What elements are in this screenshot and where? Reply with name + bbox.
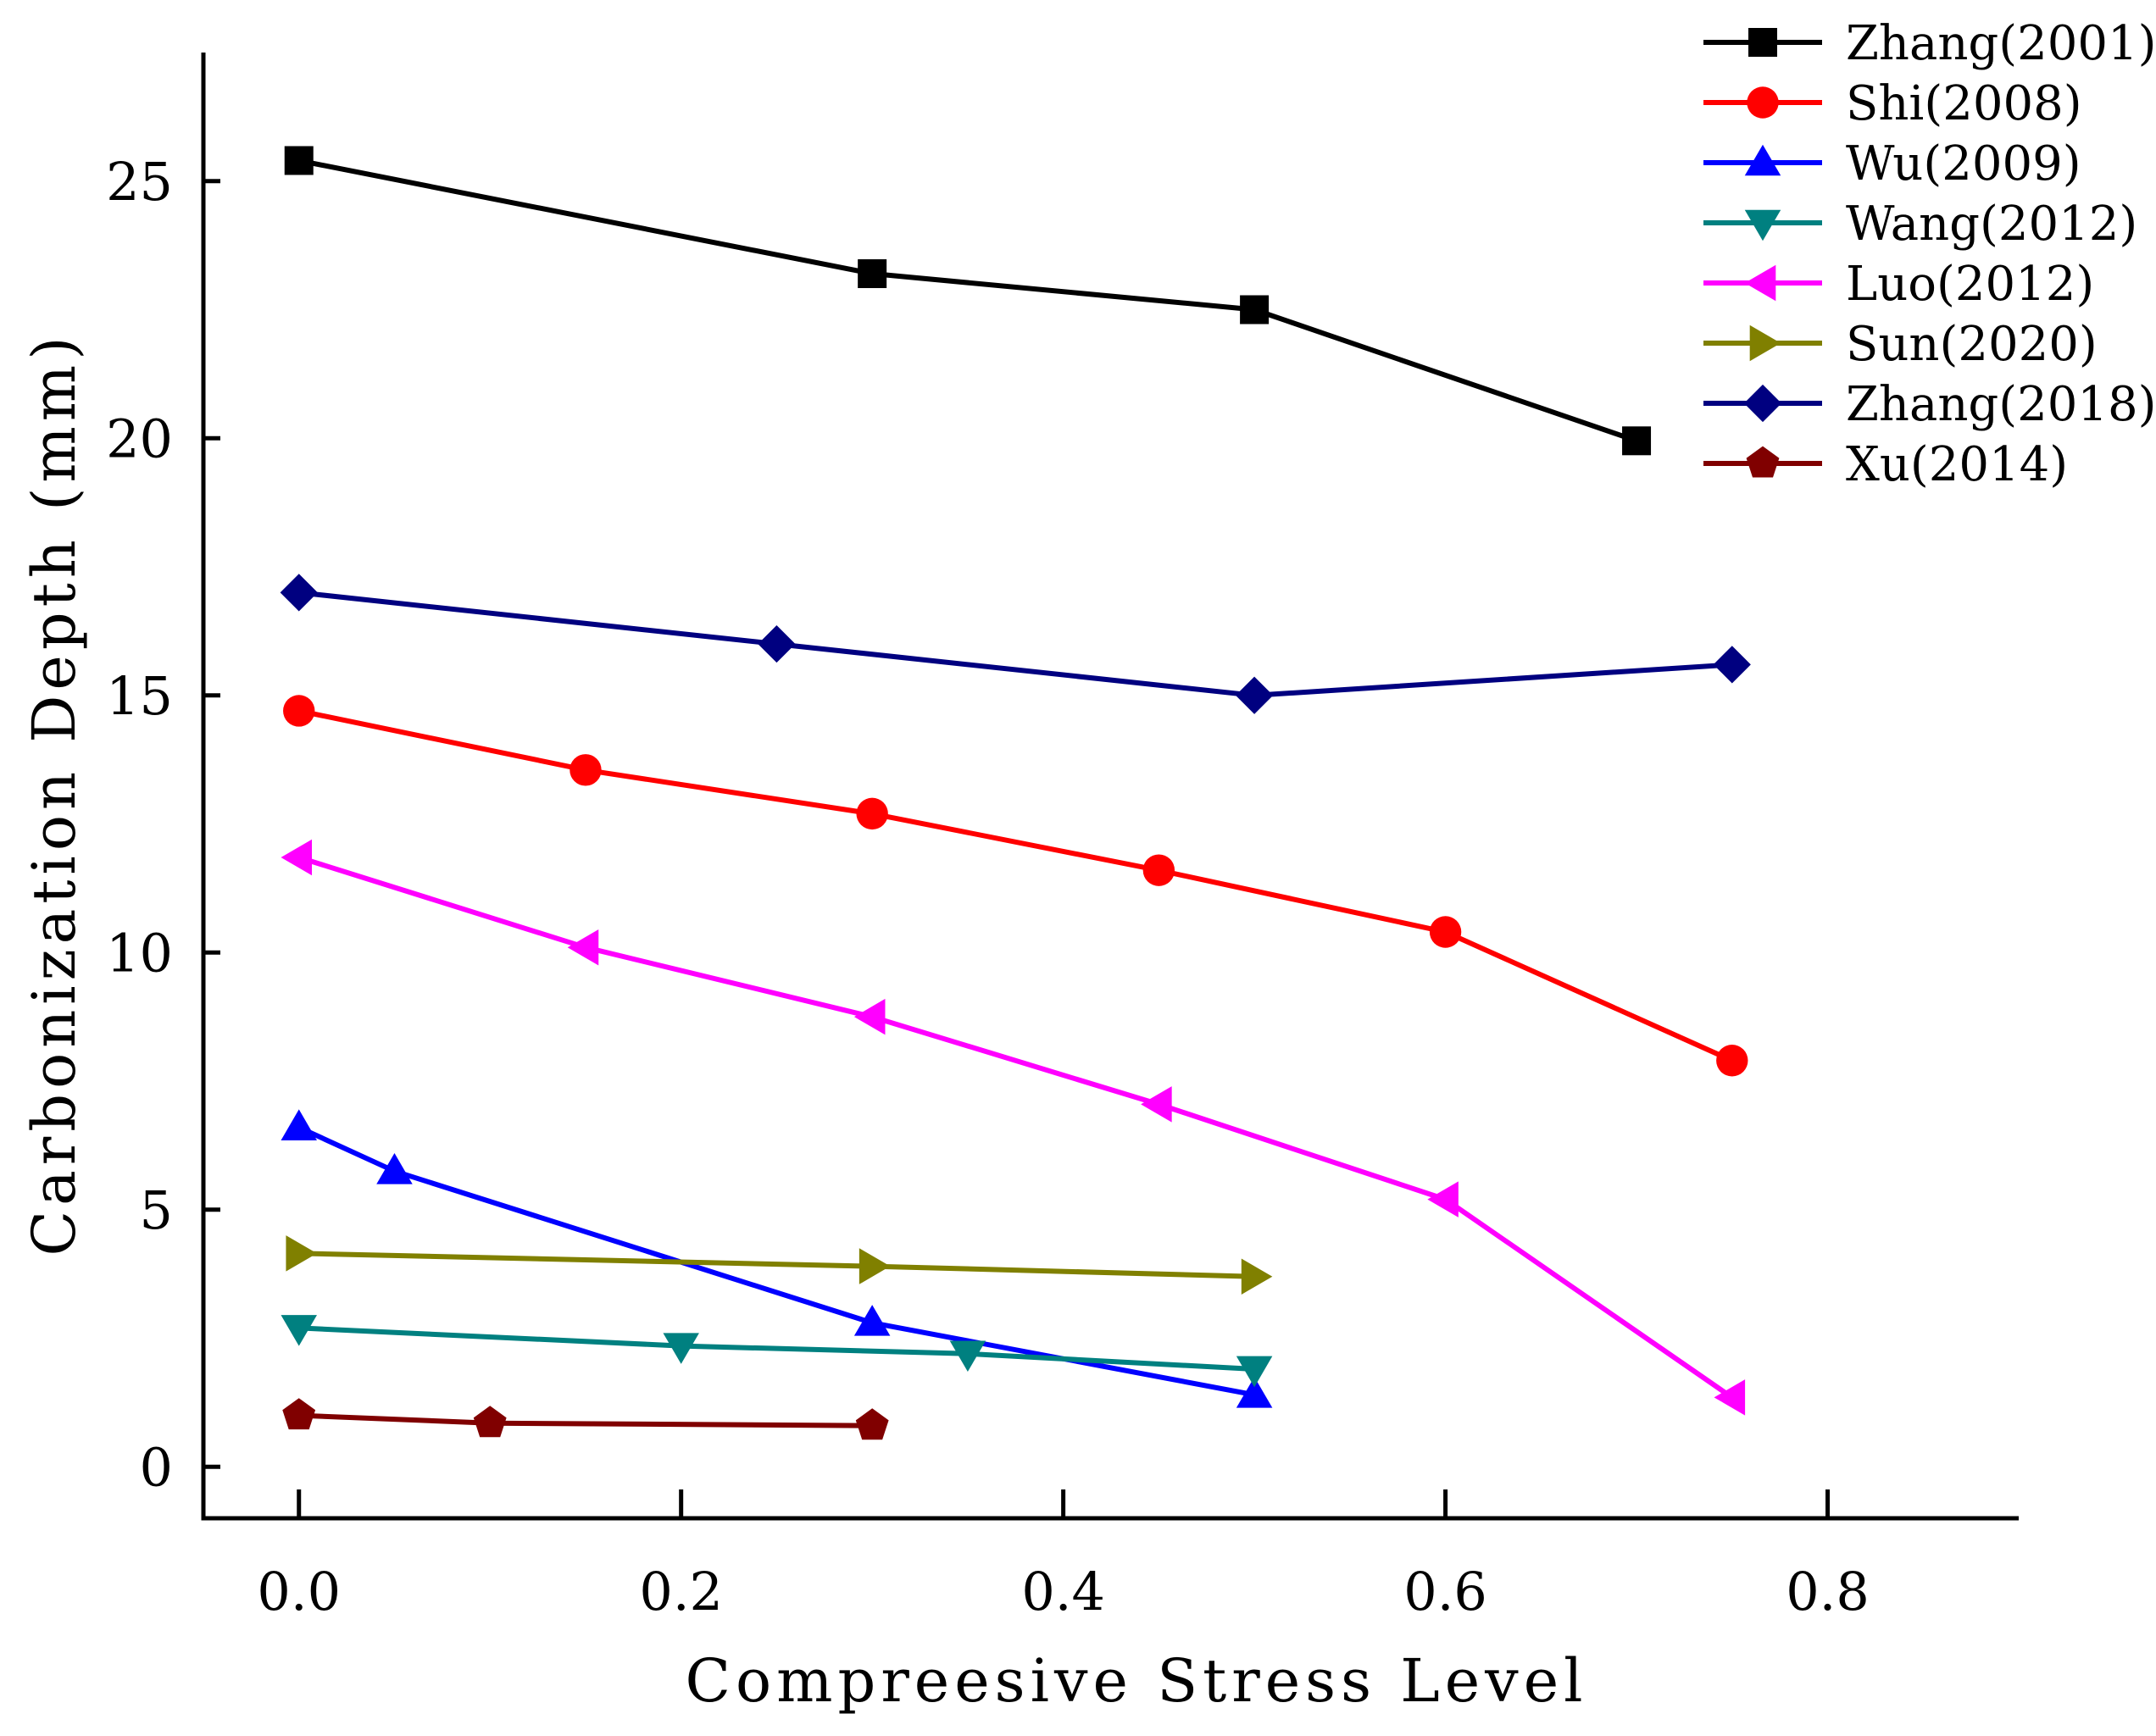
marker-triangle-left: [1427, 1181, 1459, 1217]
series-line: [298, 708, 1734, 1063]
legend-item: Sun(2020): [1703, 317, 2098, 372]
series-line: [298, 1325, 1255, 1372]
series-luo-2012: [281, 839, 1746, 1416]
legend-item: Zhang(2001): [1703, 16, 2156, 71]
marker-triangle-left: [281, 839, 313, 876]
series-wang-2012: [281, 1315, 1273, 1388]
series-line: [298, 590, 1732, 698]
marker-square: [284, 146, 314, 175]
y-tick-label: 20: [106, 408, 173, 469]
axes-layer: 0.0 0.2 0.4 0.6 0.8 0 5 10 15 20 25: [106, 53, 2019, 1622]
y-tick-label: 25: [106, 151, 173, 213]
series-shi-2008: [283, 695, 1748, 1077]
legend-item: Xu(2014): [1703, 437, 2068, 492]
marker-triangle-down: [949, 1340, 986, 1373]
marker-circle: [1747, 86, 1779, 119]
series-line: [298, 1251, 1255, 1279]
marker-square: [1748, 28, 1777, 57]
marker-circle: [856, 797, 888, 830]
legend-label: Wu(2009): [1846, 136, 2081, 191]
marker-pentagon: [855, 1408, 889, 1440]
marker-triangle-up: [1744, 144, 1781, 176]
y-tick-label: 10: [106, 922, 173, 984]
marker-triangle-left: [1714, 1379, 1746, 1416]
legend-label: Sun(2020): [1846, 317, 2098, 372]
marker-pentagon: [1746, 446, 1780, 478]
marker-triangle-down: [1236, 1356, 1273, 1388]
series-line: [298, 1412, 873, 1428]
marker-triangle-right: [286, 1235, 317, 1272]
x-tick-label: 0.4: [1021, 1561, 1105, 1622]
x-tick-label: 0.6: [1403, 1561, 1487, 1622]
marker-square: [1622, 426, 1652, 456]
series-layer: [280, 146, 1751, 1440]
marker-diamond: [1236, 676, 1274, 714]
legend-item: Wu(2009): [1703, 136, 2081, 191]
marker-circle: [1429, 916, 1462, 948]
y-tick-label: 15: [106, 665, 173, 727]
x-axis-title: Compreesive Stress Level: [685, 1646, 1587, 1716]
marker-triangle-right: [1241, 1258, 1273, 1295]
legend-label: Zhang(2001): [1846, 16, 2156, 71]
x-tick-label: 0.0: [257, 1561, 341, 1622]
marker-triangle-left: [1744, 264, 1776, 302]
series-xu-2014: [282, 1398, 889, 1440]
marker-triangle-up: [281, 1109, 317, 1140]
marker-triangle-right: [1749, 324, 1781, 362]
marker-circle: [570, 754, 602, 786]
series-zhang-2018: [280, 574, 1751, 714]
marker-diamond: [1713, 646, 1751, 684]
marker-diamond: [758, 624, 796, 663]
series-zhang-2001: [284, 146, 1652, 456]
marker-circle: [283, 695, 315, 727]
x-tick-label: 0.8: [1786, 1561, 1870, 1622]
marker-triangle-up: [376, 1153, 413, 1184]
marker-pentagon: [282, 1398, 316, 1430]
marker-triangle-left: [1141, 1086, 1172, 1123]
y-tick-label: 5: [140, 1179, 173, 1241]
legend-label: Wang(2012): [1846, 197, 2137, 252]
series-line: [297, 1124, 1255, 1398]
legend-item: Luo(2012): [1703, 257, 2094, 312]
marker-triangle-right: [859, 1248, 891, 1284]
series-line: [298, 158, 1638, 444]
marker-triangle-left: [853, 998, 886, 1035]
y-tick-label: 0: [140, 1436, 173, 1498]
marker-triangle-up: [853, 1305, 891, 1336]
marker-circle: [1142, 854, 1175, 886]
marker-pentagon: [473, 1406, 507, 1438]
marker-triangle-up: [1236, 1377, 1273, 1408]
series-line: [297, 855, 1734, 1400]
x-tick-label: 0.2: [639, 1561, 723, 1622]
legend-label: Shi(2008): [1846, 76, 2082, 131]
marker-triangle-down: [281, 1315, 317, 1346]
marker-diamond: [280, 574, 318, 612]
series-sun-2020: [286, 1235, 1273, 1295]
y-axis-title: Carbonization Depth (mm): [19, 332, 89, 1256]
marker-triangle-down: [663, 1333, 699, 1364]
legend-item: Wang(2012): [1703, 197, 2137, 252]
marker-diamond: [1743, 384, 1782, 423]
marker-circle: [1716, 1045, 1748, 1077]
legend-label: Xu(2014): [1846, 437, 2068, 492]
legend-label: Zhang(2018): [1846, 377, 2156, 432]
marker-square: [1240, 295, 1270, 324]
legend-item: Shi(2008): [1703, 76, 2082, 131]
marker-triangle-down: [1744, 209, 1781, 241]
legend-item: Zhang(2018): [1703, 377, 2156, 432]
marker-square: [858, 259, 887, 289]
marker-triangle-left: [567, 929, 599, 966]
legend-label: Luo(2012): [1846, 257, 2094, 312]
legend: Zhang(2001)Shi(2008)Wu(2009) Wang(2012)Lu…: [1703, 16, 2156, 492]
